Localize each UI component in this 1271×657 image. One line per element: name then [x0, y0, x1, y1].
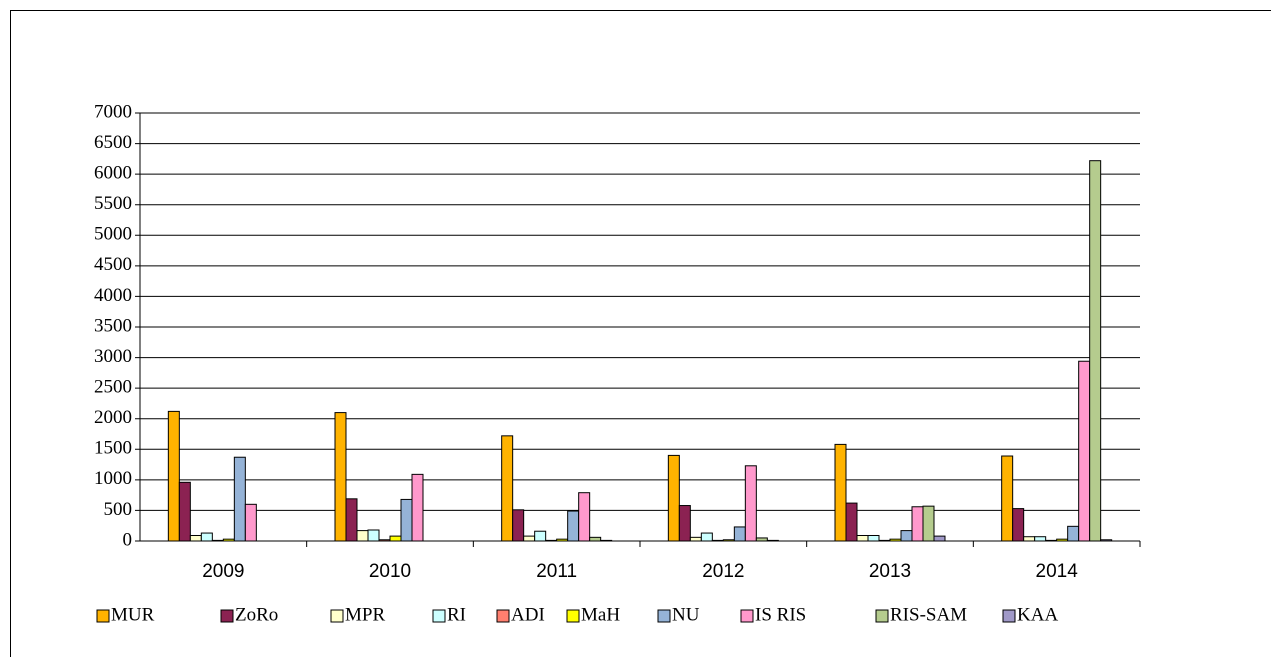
y-tick-label: 2000 [94, 407, 132, 428]
legend-label: KAA [1017, 604, 1058, 625]
legend-label: ADI [511, 604, 545, 625]
y-tick-label: 5000 [94, 224, 132, 245]
y-tick-label: 3000 [94, 346, 132, 367]
bar [1001, 455, 1014, 542]
bar [200, 532, 213, 542]
bar [911, 506, 924, 542]
x-tick-label: 2009 [202, 561, 244, 582]
bar [1034, 536, 1047, 542]
bar [1078, 360, 1091, 542]
y-tick-label: 7000 [94, 101, 132, 122]
legend-label: RIS-SAM [890, 604, 967, 625]
bar [523, 535, 536, 542]
y-tick-label: 3500 [94, 315, 132, 336]
x-tick-label: 2014 [1036, 561, 1079, 582]
bar [667, 454, 680, 542]
bar [900, 530, 913, 542]
bar [512, 509, 525, 542]
bar [411, 473, 424, 542]
y-tick-label: 2500 [94, 377, 132, 398]
x-tick-label: 2011 [536, 561, 577, 582]
bar [933, 535, 946, 542]
legend-swatch [1002, 609, 1016, 623]
legend-swatch [96, 609, 110, 623]
bar [389, 535, 402, 542]
legend-swatch [220, 609, 234, 623]
legend-label: NU [672, 604, 700, 625]
bar [856, 534, 869, 542]
y-tick-label: 500 [104, 499, 133, 520]
bar [334, 412, 347, 542]
bar [534, 530, 547, 542]
bar [689, 536, 702, 542]
bar [178, 481, 191, 542]
bar [567, 510, 580, 542]
y-tick-label: 6000 [94, 163, 132, 184]
legend-swatch [875, 609, 889, 623]
bar [1067, 525, 1080, 542]
bar [1023, 536, 1036, 542]
bar [233, 456, 246, 542]
x-tick-label: 2012 [702, 561, 744, 582]
legend-label: MUR [111, 604, 155, 625]
bar [501, 435, 514, 542]
legend-label: MaH [581, 604, 620, 625]
bar [589, 536, 602, 542]
legend-swatch [330, 609, 344, 623]
y-tick-label: 6500 [94, 132, 132, 153]
legend-swatch [657, 609, 671, 623]
bar [367, 529, 380, 542]
legend-swatch [432, 609, 446, 623]
y-tick-label: 0 [123, 529, 133, 550]
bar [744, 465, 757, 542]
bar [578, 492, 591, 542]
bar [345, 498, 358, 542]
legend-label: RI [447, 604, 466, 625]
bar [922, 505, 935, 542]
bar [1089, 160, 1102, 542]
bar [733, 526, 746, 542]
bar [678, 505, 691, 542]
legend-label: MPR [345, 604, 385, 625]
frame [10, 10, 1271, 657]
bar [244, 503, 257, 542]
legend-swatch [496, 609, 510, 623]
y-tick-label: 5500 [94, 193, 132, 214]
bar [845, 502, 858, 542]
legend-label: IS RIS [755, 604, 806, 625]
bar [700, 532, 713, 542]
y-tick-label: 1000 [94, 468, 132, 489]
legend-swatch [740, 609, 754, 623]
bar [189, 534, 202, 542]
bar [867, 534, 880, 542]
legend-label: ZoRo [235, 604, 278, 625]
x-tick-label: 2010 [369, 561, 411, 582]
y-tick-label: 4500 [94, 254, 132, 275]
x-tick-label: 2013 [869, 561, 911, 582]
y-tick-label: 1500 [94, 438, 132, 459]
bar [356, 530, 369, 542]
legend-swatch [566, 609, 580, 623]
bar [400, 498, 413, 542]
bar [1012, 508, 1025, 542]
bar [167, 410, 180, 542]
bar [834, 443, 847, 542]
y-tick-label: 4000 [94, 285, 132, 306]
